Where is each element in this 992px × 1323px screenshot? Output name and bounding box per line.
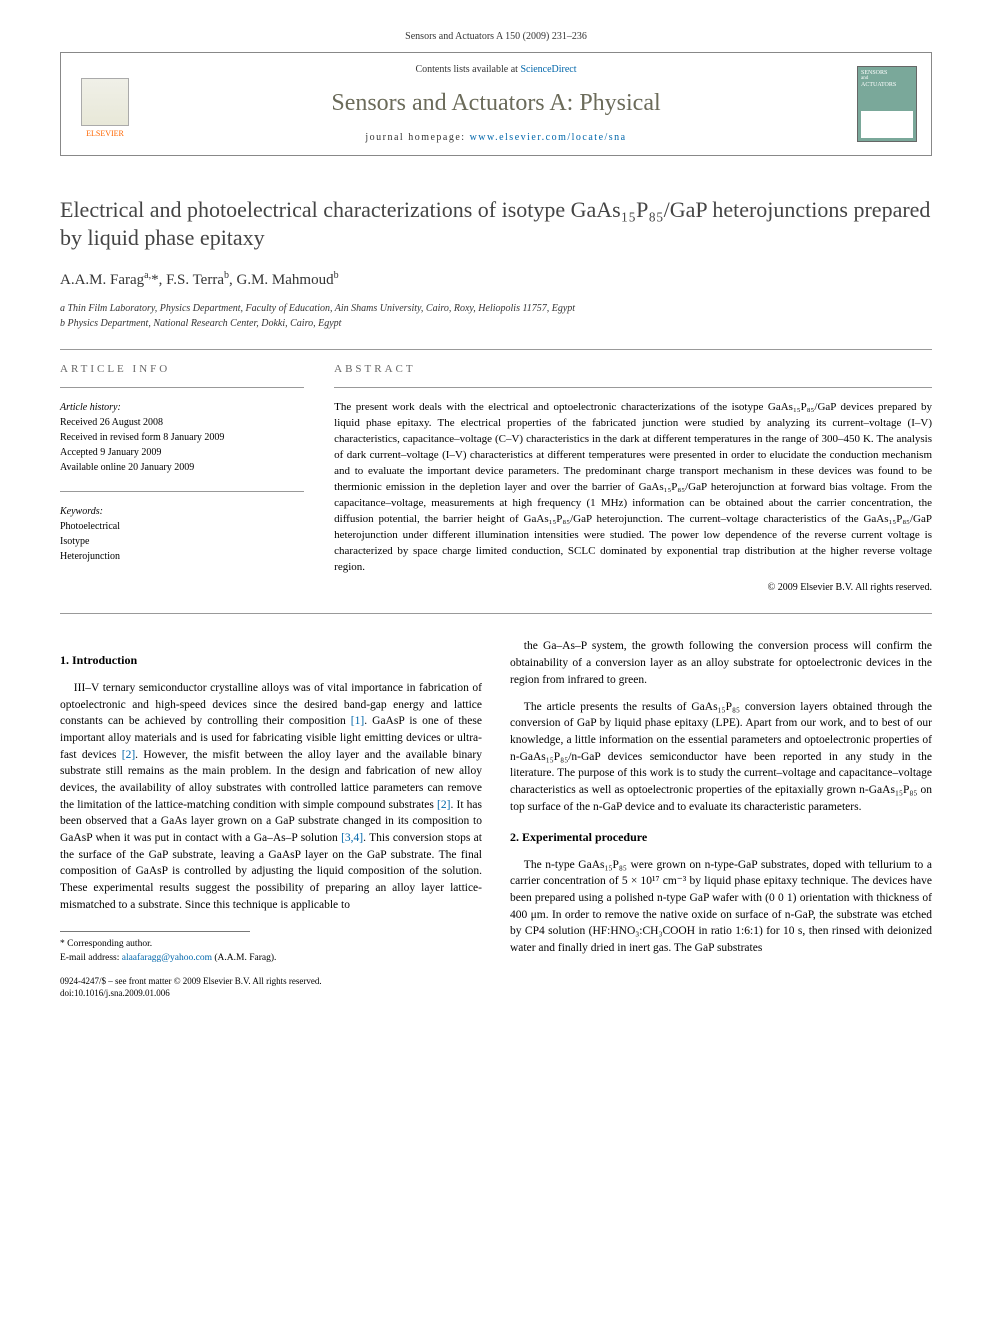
journal-cover-thumb: SENSORS and ACTUATORS (857, 66, 917, 142)
author-email-link[interactable]: alaafaragg@yahoo.com (122, 953, 212, 963)
banner-center: Contents lists available at ScienceDirec… (149, 63, 843, 145)
history-online: Available online 20 January 2009 (60, 460, 304, 475)
abstract-column: ABSTRACT The present work deals with the… (334, 362, 932, 596)
email-suffix: (A.A.M. Farag). (212, 953, 276, 963)
keywords-label: Keywords: (60, 504, 304, 519)
history-label: Article history: (60, 400, 304, 415)
divider (60, 349, 932, 350)
affiliations: a Thin Film Laboratory, Physics Departme… (60, 301, 932, 331)
body-paragraph: The n-type GaAs₁₅P₈₅ were grown on n-typ… (510, 857, 932, 957)
section-heading-experimental: 2. Experimental procedure (510, 829, 932, 846)
body-paragraph: III–V ternary semiconductor crystalline … (60, 680, 482, 913)
article-info-label: ARTICLE INFO (60, 362, 304, 377)
keywords-block: Keywords: Photoelectrical Isotype Hetero… (60, 504, 304, 564)
abstract-text: The present work deals with the electric… (334, 400, 932, 575)
keyword-item: Heterojunction (60, 549, 304, 564)
running-header: Sensors and Actuators A 150 (2009) 231–2… (60, 30, 932, 44)
divider (60, 387, 304, 388)
divider (334, 387, 932, 388)
corresponding-author-footnote: * Corresponding author. E-mail address: … (60, 938, 482, 965)
article-info-row: ARTICLE INFO Article history: Received 2… (60, 362, 932, 596)
journal-name: Sensors and Actuators A: Physical (149, 87, 843, 121)
affiliation-b: b Physics Department, National Research … (60, 316, 932, 331)
article-history: Article history: Received 26 August 2008… (60, 400, 304, 475)
section-heading-intro: 1. Introduction (60, 652, 482, 669)
homepage-link[interactable]: www.elsevier.com/locate/sna (470, 132, 627, 143)
divider (60, 613, 932, 614)
corresponding-label: * Corresponding author. (60, 938, 482, 951)
contents-available-line: Contents lists available at ScienceDirec… (149, 63, 843, 77)
footnote-separator (60, 931, 250, 932)
history-received: Received 26 August 2008 (60, 415, 304, 430)
divider (60, 491, 304, 492)
history-accepted: Accepted 9 January 2009 (60, 445, 304, 460)
abstract-copyright: © 2009 Elsevier B.V. All rights reserved… (334, 581, 932, 595)
doi-line: doi:10.1016/j.sna.2009.01.006 (60, 987, 482, 1000)
body-paragraph: the Ga–As–P system, the growth following… (510, 638, 932, 688)
publisher-logo: ELSEVIER (75, 69, 135, 139)
cover-word-2: ACTUATORS (861, 82, 913, 89)
keyword-item: Photoelectrical (60, 519, 304, 534)
issn-copyright-line: 0924-4247/$ – see front matter © 2009 El… (60, 975, 482, 988)
contents-prefix: Contents lists available at (415, 64, 520, 75)
homepage-prefix: journal homepage: (365, 132, 469, 143)
article-info-column: ARTICLE INFO Article history: Received 2… (60, 362, 304, 596)
article-body: 1. Introduction III–V ternary semiconduc… (60, 638, 932, 1000)
sciencedirect-link[interactable]: ScienceDirect (520, 64, 576, 75)
journal-banner: ELSEVIER Contents lists available at Sci… (60, 52, 932, 156)
publisher-name: ELSEVIER (86, 128, 124, 139)
affiliation-a: a Thin Film Laboratory, Physics Departme… (60, 301, 932, 316)
body-paragraph: The article presents the results of GaAs… (510, 699, 932, 816)
abstract-label: ABSTRACT (334, 362, 932, 377)
front-matter-meta: 0924-4247/$ – see front matter © 2009 El… (60, 975, 482, 1000)
author-list: A.A.M. Faraga,*, F.S. Terrab, G.M. Mahmo… (60, 269, 932, 291)
email-label: E-mail address: (60, 953, 122, 963)
homepage-line: journal homepage: www.elsevier.com/locat… (149, 131, 843, 145)
keyword-item: Isotype (60, 534, 304, 549)
cover-word-1: SENSORS (861, 70, 913, 77)
elsevier-tree-icon (81, 78, 129, 126)
article-title: Electrical and photoelectrical character… (60, 196, 932, 253)
history-revised: Received in revised form 8 January 2009 (60, 430, 304, 445)
